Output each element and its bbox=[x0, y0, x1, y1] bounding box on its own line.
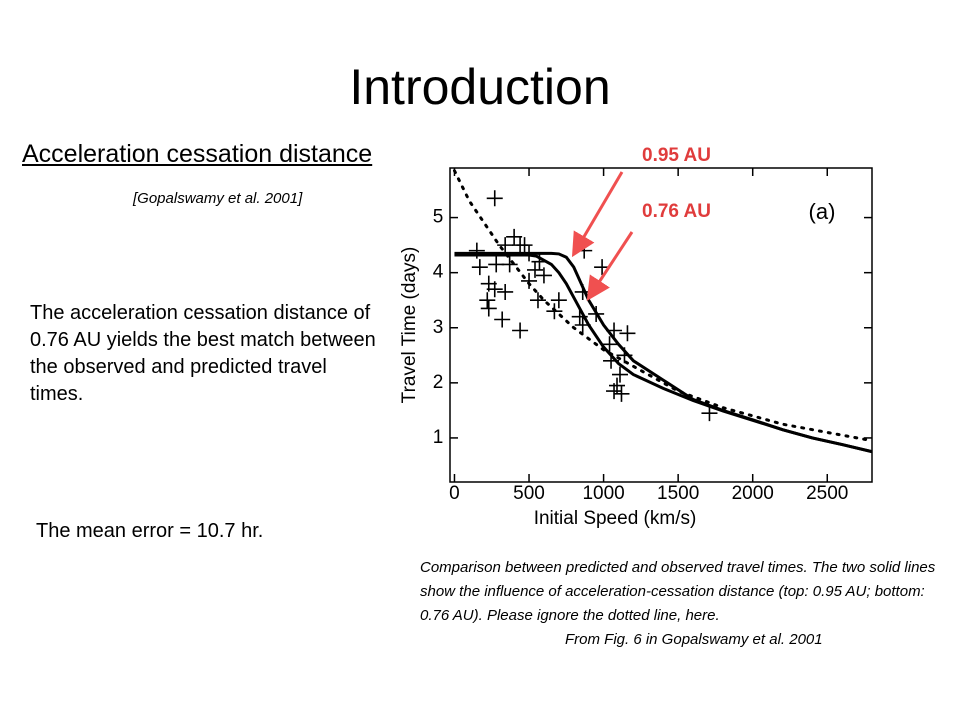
arrow bbox=[571, 171, 624, 258]
point bbox=[497, 283, 514, 300]
mean-error: The mean error = 10.7 hr. bbox=[36, 520, 264, 542]
plot-frame bbox=[449, 167, 873, 483]
legend-label: 0.95 AU bbox=[642, 145, 711, 166]
point bbox=[613, 385, 630, 402]
point bbox=[506, 228, 523, 245]
point bbox=[471, 259, 488, 276]
x-tick-label: 0 bbox=[449, 483, 460, 504]
legend-label: 0.76 AU bbox=[642, 201, 711, 222]
slide-title: Introduction bbox=[349, 59, 611, 115]
x-tick-label: 2000 bbox=[732, 483, 774, 504]
point bbox=[526, 261, 543, 278]
x-tick-label: 500 bbox=[513, 483, 545, 504]
y-tick-label: 5 bbox=[433, 207, 444, 228]
point bbox=[497, 237, 514, 254]
y-tick-label: 4 bbox=[433, 262, 444, 283]
subtitle: Acceleration cessation distance bbox=[22, 140, 373, 168]
point bbox=[501, 256, 518, 273]
point bbox=[512, 322, 529, 339]
y-tick-label: 2 bbox=[433, 372, 444, 393]
y-axis-label: Travel Time (days) bbox=[399, 247, 420, 404]
point bbox=[486, 281, 503, 298]
caption: Comparison between predicted and observe… bbox=[420, 556, 950, 652]
paragraph: The acceleration cessation distance of 0… bbox=[30, 302, 376, 405]
point bbox=[606, 383, 623, 400]
point bbox=[601, 336, 618, 353]
point bbox=[521, 272, 538, 289]
point bbox=[529, 292, 546, 309]
point bbox=[479, 292, 496, 309]
x-tick-label: 1500 bbox=[657, 483, 699, 504]
point bbox=[619, 325, 636, 342]
marks bbox=[452, 169, 872, 454]
panel-label: (a) bbox=[809, 199, 836, 224]
line bbox=[452, 169, 872, 443]
y-tick-label: 3 bbox=[433, 317, 444, 338]
point bbox=[486, 190, 503, 207]
point bbox=[480, 300, 497, 317]
x-tick-label: 2500 bbox=[806, 483, 848, 504]
caption-text: Comparison between predicted and observe… bbox=[420, 559, 936, 624]
point bbox=[494, 311, 511, 328]
caption-source: From Fig. 6 in Gopalswamy et al. 2001 bbox=[565, 631, 823, 648]
point bbox=[488, 256, 505, 273]
point bbox=[611, 366, 628, 383]
arrow bbox=[586, 231, 634, 302]
chart-background bbox=[388, 160, 875, 532]
x-axis-label: Initial Speed (km/s) bbox=[534, 508, 697, 529]
point bbox=[550, 292, 567, 309]
line bbox=[454, 253, 872, 454]
point bbox=[535, 267, 552, 284]
point bbox=[516, 237, 533, 254]
reference: [Gopalswamy et al. 2001] bbox=[133, 190, 303, 207]
x-tick-label: 1000 bbox=[582, 483, 624, 504]
y-tick-label: 1 bbox=[433, 427, 444, 448]
